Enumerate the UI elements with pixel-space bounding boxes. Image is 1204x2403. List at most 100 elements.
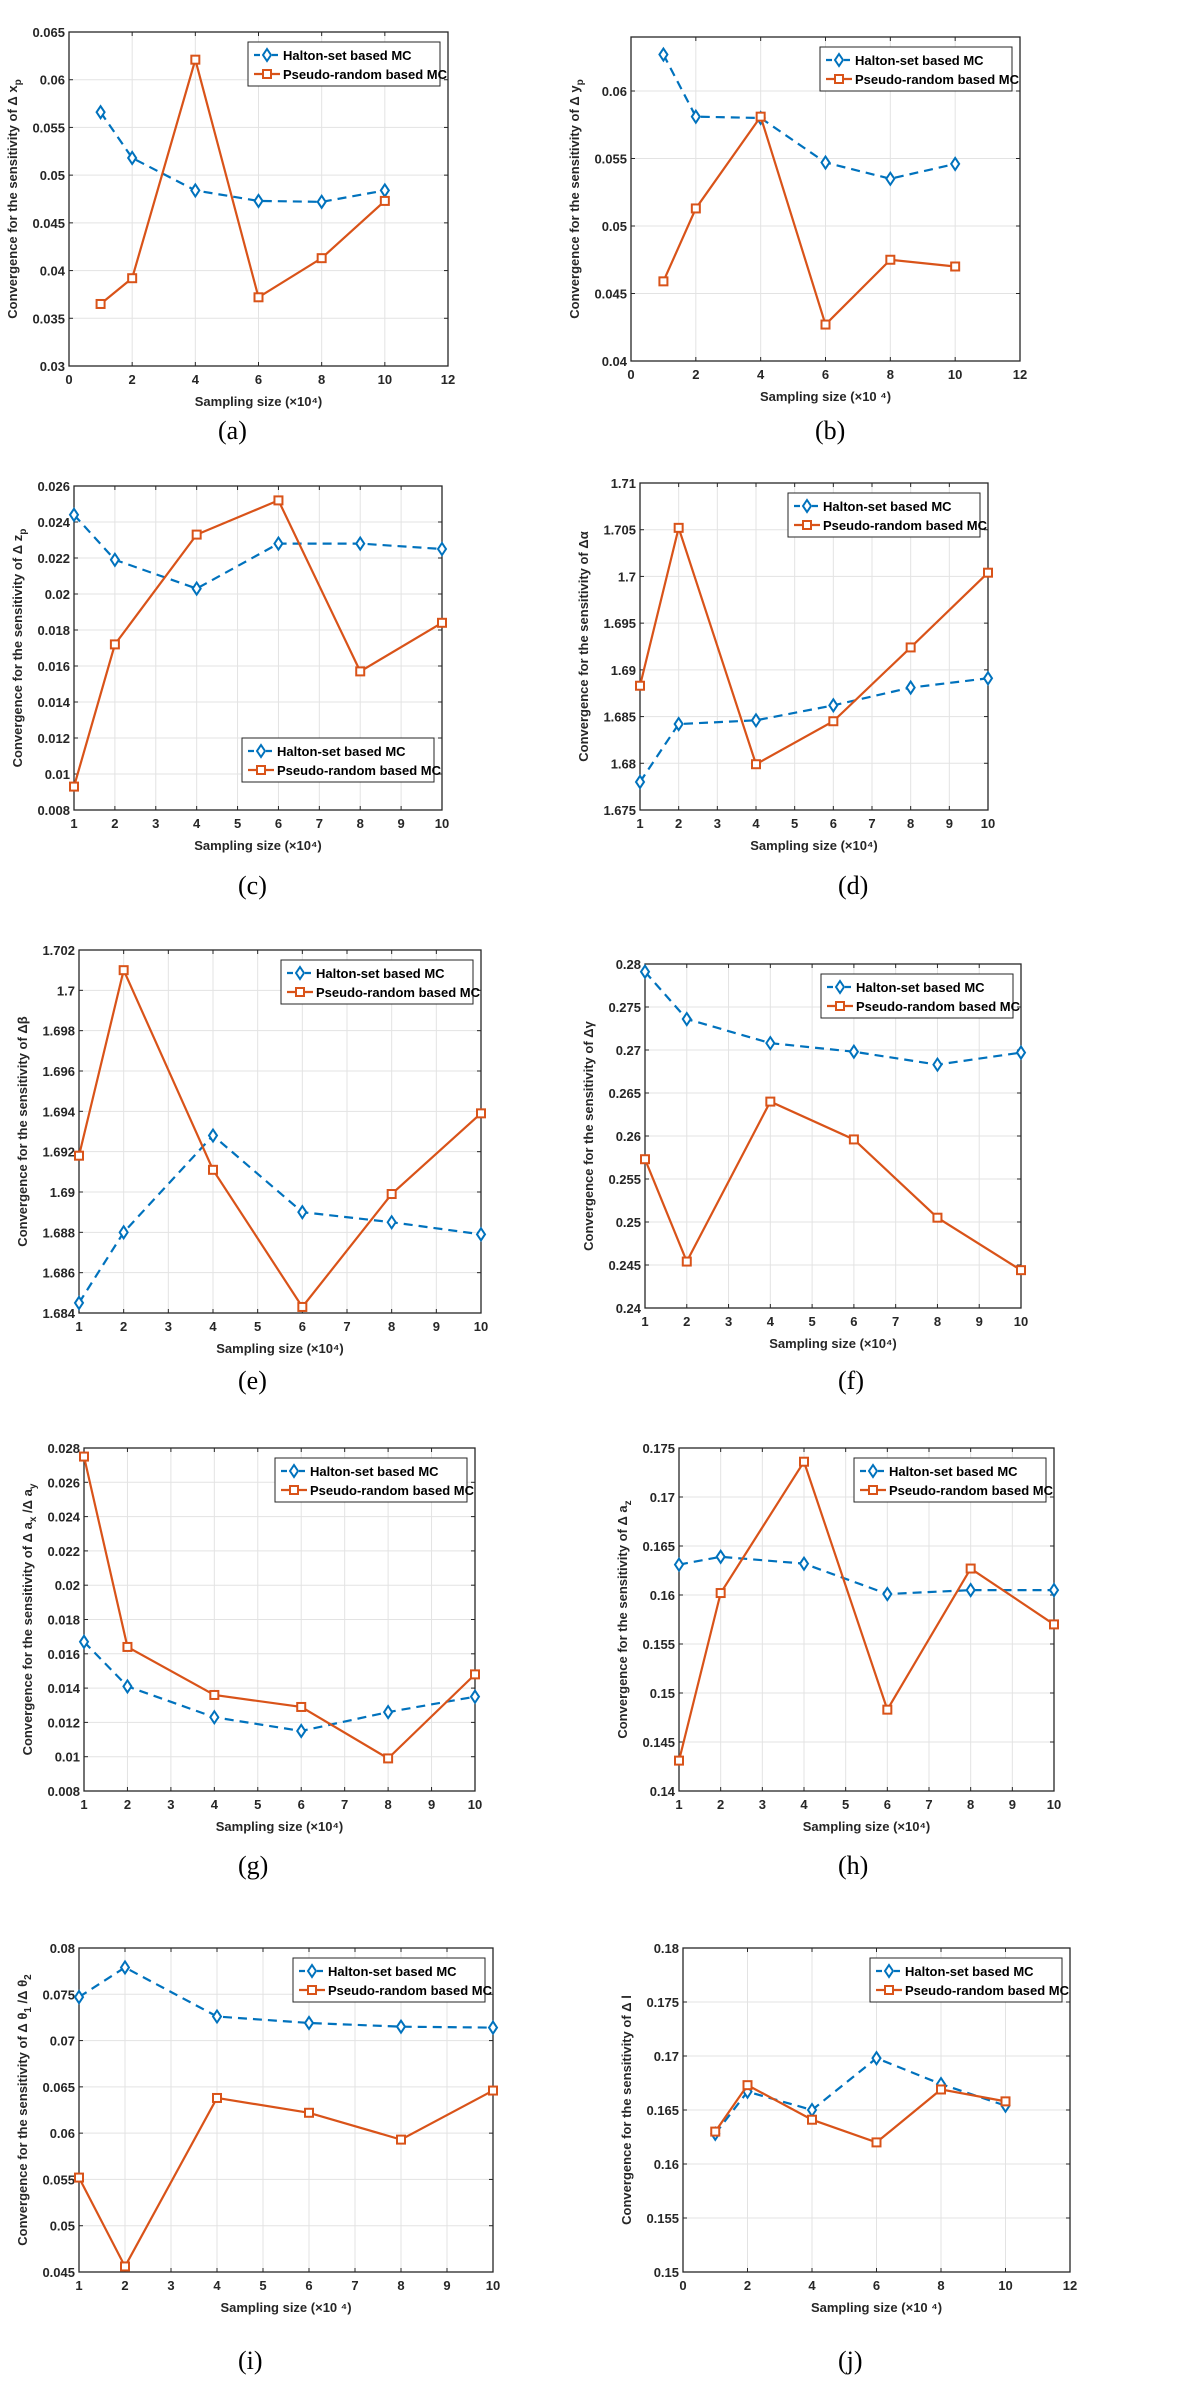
halton-point-diamond — [297, 1204, 308, 1220]
pseudo-point-square — [95, 298, 106, 309]
halton-point-diamond — [296, 1723, 307, 1739]
legend-diamond-icon — [834, 979, 846, 995]
x-axis-label: Sampling size (×10⁴) — [195, 394, 322, 409]
x-tick-label: 1 — [75, 2278, 82, 2293]
y-tick-label: 0.022 — [47, 1544, 80, 1559]
pseudo-point-square — [742, 2080, 753, 2091]
axes-frame — [78, 949, 482, 1314]
y-tick-label: 0.02 — [45, 587, 70, 602]
x-tick-label: 10 — [1014, 1314, 1028, 1329]
pseudo-point-square — [209, 1689, 220, 1700]
halton-series-line — [83, 1641, 476, 1733]
x-axis-label: Sampling size (×10⁴) — [216, 1819, 343, 1834]
y-tick-label: 0.24 — [616, 1301, 642, 1316]
pseudo-point-square — [755, 111, 766, 122]
pseudo-point-square — [820, 319, 831, 330]
legend-diamond-icon — [833, 52, 845, 68]
pseudo-point-square — [882, 1704, 893, 1715]
chart-d: 1 2 3 4 5 6 7 8 9 10 1.675 1.68 1.685 1.69 1.695 1.7 1.7… — [576, 476, 995, 853]
halton-point-diamond — [905, 679, 916, 696]
halton-point-diamond — [78, 1633, 90, 1650]
halton-point-diamond — [386, 1214, 397, 1231]
x-tick-label: 6 — [822, 367, 829, 382]
pseudo-point-square — [212, 2092, 222, 2103]
y-tick-label: 0.175 — [646, 1995, 679, 2010]
pseudo-point-square — [765, 1096, 776, 1107]
y-axis-label: Convergence for the sensitivity of Δ az — [615, 1500, 634, 1738]
pseudo-point-square — [950, 261, 961, 272]
halton-point-diamond — [949, 156, 961, 172]
pseudo-point-square — [983, 567, 993, 578]
x-tick-label: 8 — [937, 2278, 944, 2293]
legend: Halton-set based MC Pseudo-random based M… — [787, 492, 988, 538]
y-tick-label: 0.245 — [608, 1258, 641, 1273]
x-tick-label: 8 — [887, 367, 894, 382]
legend-box — [241, 737, 435, 783]
chart-h: 1 2 3 4 5 6 7 8 9 10 0.14 0.145 0.15 0.155 0.16 0.165 0.… — [615, 1441, 1061, 1834]
x-axis-label: Sampling size (×10⁴) — [216, 1341, 343, 1356]
x-axis-label: Sampling size (×10⁴) — [750, 838, 877, 853]
x-tick-label: 4 — [767, 1314, 775, 1329]
y-axis-label: Convergence for the sensitivity of Δ xp — [5, 79, 24, 318]
y-tick-label: 0.17 — [650, 1490, 675, 1505]
halton-point-diamond — [68, 506, 80, 523]
x-tick-label: 3 — [167, 2278, 174, 2293]
pseudo-series-line — [77, 966, 482, 1309]
x-tick-label: 1 — [641, 1314, 648, 1329]
x-tick-label: 1 — [636, 816, 643, 831]
y-tick-label: 1.692 — [42, 1145, 75, 1160]
x-tick-label: 2 — [124, 1797, 131, 1812]
caption-j: (j) — [838, 2346, 863, 2375]
y-tick-label: 1.696 — [42, 1064, 75, 1079]
plot-area — [79, 950, 481, 1313]
y-tick-label: 0.15 — [654, 2265, 679, 2280]
legend-square-icon — [884, 1985, 894, 1995]
x-tick-label: 8 — [384, 1797, 391, 1812]
x-tick-label: 7 — [868, 816, 875, 831]
legend-box — [869, 1957, 1063, 2003]
x-tick-label: 5 — [791, 816, 798, 831]
pseudo-point-square — [120, 2261, 130, 2272]
halton-point-diamond — [190, 182, 201, 199]
y-tick-label: 1.694 — [42, 1104, 75, 1119]
y-axis-label-subscript: z — [623, 1500, 634, 1505]
legend-diamond-icon — [306, 1963, 318, 1979]
halton-series-line — [73, 514, 443, 590]
halton-point-diamond — [673, 716, 684, 732]
halton-point-diamond — [316, 194, 327, 210]
legend-label-pseudo: Pseudo-random based MC — [889, 1483, 1054, 1498]
legend-label-pseudo: Pseudo-random based MC — [277, 763, 442, 778]
x-tick-label: 3 — [725, 1314, 732, 1329]
halton-point-diamond — [436, 541, 448, 557]
halton-point-diamond — [982, 670, 994, 687]
x-tick-label: 6 — [275, 816, 282, 831]
y-tick-label: 0.016 — [37, 659, 70, 674]
y-tick-label: 0.014 — [47, 1681, 80, 1696]
y-axis-label-main: Convergence for the sensitivity of Δ y — [567, 85, 582, 319]
pseudo-series-line — [677, 1459, 1055, 1761]
x-tick-label: 2 — [683, 1314, 690, 1329]
x-tick-label: 3 — [714, 816, 721, 831]
x-tick-label: 7 — [892, 1314, 899, 1329]
pseudo-point-square — [807, 2114, 817, 2125]
halton-point-diamond — [848, 1043, 860, 1060]
pseudo-point-square — [885, 254, 896, 265]
y-tick-label: 0.055 — [594, 152, 627, 167]
y-axis-label: Convergence for the sensitivity of Δγ — [581, 1020, 596, 1250]
x-tick-label: 12 — [1013, 367, 1027, 382]
x-tick-label: 4 — [211, 1797, 219, 1812]
x-tick-label: 0 — [679, 2278, 686, 2293]
x-tick-label: 2 — [717, 1797, 724, 1812]
pseudo-point-square — [476, 1108, 486, 1119]
x-tick-label: 9 — [946, 816, 953, 831]
y-tick-label: 0.165 — [646, 2103, 679, 2118]
pseudo-point-square — [936, 2084, 946, 2095]
halton-point-diamond — [690, 108, 702, 125]
y-tick-label: 0.165 — [642, 1539, 675, 1554]
halton-point-diamond — [798, 1555, 810, 1572]
pseudo-point-square — [905, 642, 916, 653]
x-tick-label: 6 — [298, 1797, 305, 1812]
legend-label-halton: Halton-set based MC — [856, 980, 985, 995]
legend-diamond-icon — [883, 1963, 895, 1979]
